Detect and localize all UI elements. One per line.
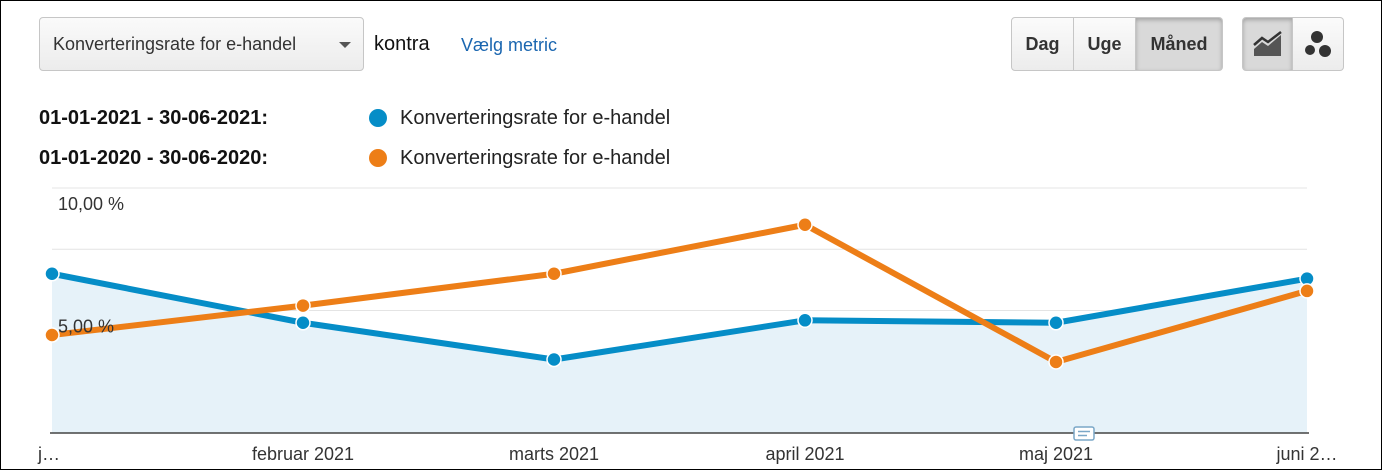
period-month-button[interactable]: Måned — [1136, 17, 1223, 71]
data-point-0-3 — [797, 312, 813, 329]
motion-chart-icon — [1305, 31, 1331, 57]
period-day-button[interactable]: Dag — [1011, 17, 1074, 71]
legend-dot-previous — [369, 149, 387, 167]
legend-series-current: Konverteringsrate for e-handel — [400, 106, 671, 129]
legend-row-current: 01-01-2021 - 30-06-2021: Konverteringsra… — [39, 103, 670, 133]
data-point-0-4 — [1048, 315, 1064, 331]
data-point-1-3 — [797, 217, 813, 233]
series-line-1 — [49, 221, 1310, 365]
y-tick-label: 10,00 % — [58, 194, 124, 214]
versus-label: kontra — [374, 33, 430, 55]
data-point-1-4 — [1048, 354, 1064, 370]
metric-dropdown[interactable]: Konverteringsrate for e-handel — [39, 17, 364, 71]
data-point-1-1 — [295, 297, 311, 314]
x-tick-label: maj 2021 — [1019, 444, 1093, 464]
metric-dropdown-label: Konverteringsrate for e-handel — [53, 33, 297, 54]
data-point-0-2 — [546, 351, 562, 368]
line-chart-button[interactable] — [1242, 17, 1293, 71]
series-area-0 — [52, 273, 1307, 433]
period-week-button[interactable]: Uge — [1074, 17, 1136, 71]
chevron-down-icon — [339, 42, 351, 48]
x-tick-label: marts 2021 — [509, 444, 599, 464]
x-tick-label: april 2021 — [765, 444, 844, 464]
x-tick-label: j… — [37, 444, 60, 464]
chart-type-toggle — [1242, 17, 1344, 71]
x-tick-label: juni 2… — [1275, 444, 1337, 464]
series-line-0 — [49, 270, 1310, 363]
legend-row-previous: 01-01-2020 - 30-06-2020: Konverteringsra… — [39, 143, 670, 173]
legend-range-current: 01-01-2021 - 30-06-2021: — [39, 106, 269, 129]
annotation-icon — [1073, 426, 1095, 441]
line-chart-icon — [1252, 31, 1282, 56]
legend-range-previous: 01-01-2020 - 30-06-2020: — [39, 146, 269, 169]
y-tick-label: 5,00 % — [58, 317, 114, 337]
period-toggle: Dag Uge Måned — [1011, 17, 1223, 71]
legend-series-previous: Konverteringsrate for e-handel — [400, 146, 671, 169]
x-tick-label: februar 2021 — [252, 444, 354, 464]
data-point-1-2 — [546, 266, 562, 282]
motion-chart-button[interactable] — [1293, 17, 1344, 71]
data-point-1-0 — [44, 327, 60, 343]
legend-dot-current — [369, 109, 387, 127]
pick-metric-link[interactable]: Vælg metric — [461, 35, 558, 55]
data-point-1-5 — [1299, 283, 1315, 299]
data-point-0-0 — [44, 266, 60, 282]
data-point-0-1 — [295, 315, 311, 331]
